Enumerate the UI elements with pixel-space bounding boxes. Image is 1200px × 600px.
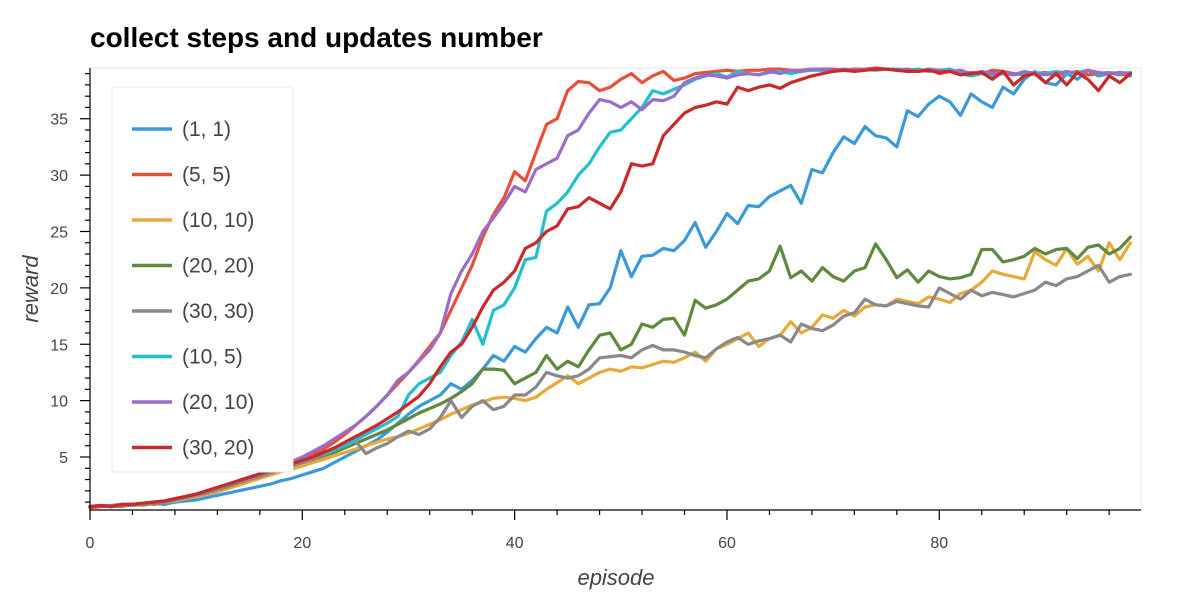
chart-title: collect steps and updates number	[90, 22, 543, 53]
legend-label: (1, 1)	[182, 118, 231, 141]
x-axis: 0 20 40 60 80	[86, 509, 1141, 552]
y-tick-label: 10	[50, 394, 68, 411]
y-tick-label: 20	[50, 281, 68, 298]
legend-label: (10, 10)	[182, 209, 254, 232]
legend-label: (30, 30)	[182, 300, 254, 323]
series-line-8	[88, 67, 1133, 509]
x-tick-label: 60	[718, 535, 736, 552]
x-axis-label: episode	[577, 565, 654, 590]
y-tick-label: 35	[50, 112, 68, 129]
legend-box	[111, 86, 294, 473]
x-tick-label: 80	[930, 535, 948, 552]
y-axis: 5 10 15 20 25 30 35	[50, 68, 91, 510]
y-tick-label: 30	[50, 168, 68, 185]
y-tick-label: 5	[59, 450, 68, 467]
legend-label: (10, 5)	[182, 346, 243, 369]
series-layer	[88, 66, 1133, 510]
legend-label: (5, 5)	[182, 164, 231, 187]
legend-label: (30, 20)	[182, 437, 254, 460]
y-axis-label: reward	[18, 255, 43, 323]
x-tick-label: 20	[293, 535, 311, 552]
legend-label: (20, 20)	[182, 255, 254, 278]
x-tick-label: 0	[86, 535, 95, 552]
legend-label: (20, 10)	[182, 391, 254, 414]
legend: (1, 1) (5, 5) (10, 10) (20, 20) (30, 30) (10,…	[111, 86, 294, 473]
x-tick-label: 40	[506, 535, 524, 552]
y-tick-label: 25	[50, 224, 68, 241]
y-tick-label: 15	[50, 337, 68, 354]
series-line-1	[88, 68, 1133, 509]
series-line-5	[88, 263, 1133, 509]
